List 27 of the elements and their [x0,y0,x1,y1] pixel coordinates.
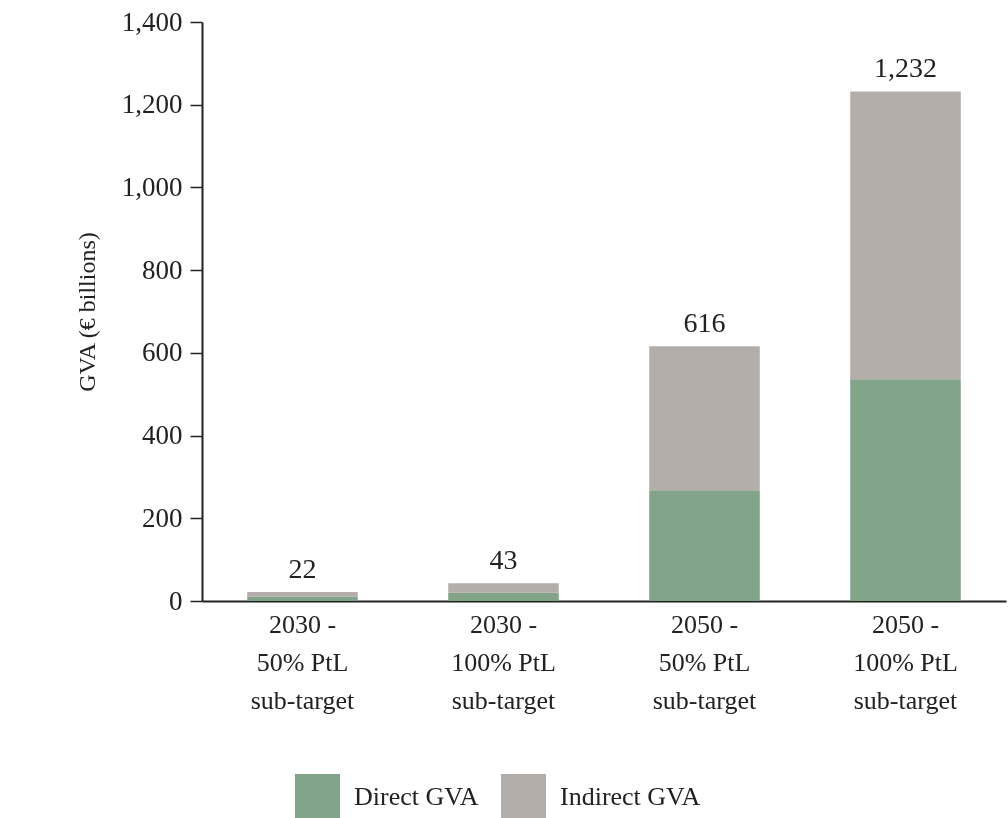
x-tick-label: 2050 - 100% PtL sub-target [853,609,959,715]
y-tick-label: 0 [169,585,183,616]
bar [247,591,358,597]
x-tick-label: 2030 - 100% PtL sub-target [451,609,557,715]
y-tick-label: 400 [142,420,183,451]
bar [448,592,559,601]
bar [850,379,961,601]
y-tick-label: 200 [142,502,183,533]
total-label: 1,232 [874,52,937,84]
bar [448,583,559,593]
bar [649,346,760,491]
legend-label: Direct GVA [354,781,479,811]
x-tick-label: 2050 - 50% PtL sub-target [652,609,758,715]
total-label: 43 [489,544,518,576]
total-label: 616 [683,307,726,339]
x-tick-label: 2030 - 50% PtL sub-target [250,609,356,715]
y-tick-label: 800 [142,254,183,285]
y-tick-label: 600 [142,337,183,368]
bar [649,490,760,601]
legend-label: Indirect GVA [560,781,701,811]
bar [850,91,961,380]
y-axis-title: GVA (€ billions) [73,232,100,392]
bar [247,596,358,601]
y-tick-label: 1,200 [121,89,183,120]
y-tick-label: 1,000 [121,171,183,202]
total-label: 22 [288,552,317,584]
y-tick-label: 1,400 [121,6,183,37]
